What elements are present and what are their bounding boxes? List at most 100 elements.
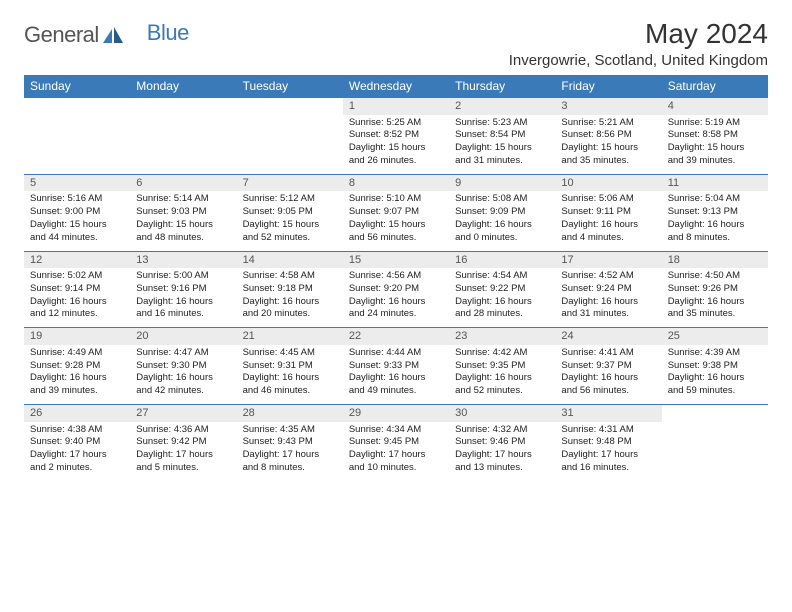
day-info-cell: Sunrise: 4:42 AMSunset: 9:35 PMDaylight:… bbox=[449, 345, 555, 405]
daylight-text-2: and 56 minutes. bbox=[349, 232, 443, 245]
day-info-cell: Sunrise: 5:02 AMSunset: 9:14 PMDaylight:… bbox=[24, 268, 130, 328]
daylight-text-2: and 24 minutes. bbox=[349, 308, 443, 321]
day-number-cell: 19 bbox=[24, 328, 130, 345]
daylight-text-2: and 5 minutes. bbox=[136, 462, 230, 475]
day-info-cell bbox=[24, 115, 130, 175]
sunrise-text: Sunrise: 5:23 AM bbox=[455, 117, 549, 130]
day-info-row: Sunrise: 5:16 AMSunset: 9:00 PMDaylight:… bbox=[24, 191, 768, 251]
day-number-cell: 3 bbox=[555, 98, 661, 115]
daylight-text-2: and 10 minutes. bbox=[349, 462, 443, 475]
sunrise-text: Sunrise: 4:34 AM bbox=[349, 424, 443, 437]
daylight-text-2: and 13 minutes. bbox=[455, 462, 549, 475]
day-number-cell: 23 bbox=[449, 328, 555, 345]
sunrise-text: Sunrise: 5:21 AM bbox=[561, 117, 655, 130]
daylight-text-1: Daylight: 15 hours bbox=[349, 142, 443, 155]
daylight-text-1: Daylight: 16 hours bbox=[30, 372, 124, 385]
daylight-text-1: Daylight: 16 hours bbox=[561, 296, 655, 309]
day-number-row: 262728293031 bbox=[24, 405, 768, 422]
daylight-text-2: and 8 minutes. bbox=[668, 232, 762, 245]
daylight-text-2: and 28 minutes. bbox=[455, 308, 549, 321]
sunset-text: Sunset: 9:07 PM bbox=[349, 206, 443, 219]
day-number-cell: 15 bbox=[343, 251, 449, 268]
daylight-text-2: and 49 minutes. bbox=[349, 385, 443, 398]
daylight-text-1: Daylight: 16 hours bbox=[668, 296, 762, 309]
daylight-text-2: and 42 minutes. bbox=[136, 385, 230, 398]
day-info-cell: Sunrise: 4:49 AMSunset: 9:28 PMDaylight:… bbox=[24, 345, 130, 405]
logo-sail-icon bbox=[103, 27, 123, 43]
sunset-text: Sunset: 9:38 PM bbox=[668, 360, 762, 373]
sunrise-text: Sunrise: 5:04 AM bbox=[668, 193, 762, 206]
daylight-text-2: and 44 minutes. bbox=[30, 232, 124, 245]
daylight-text-1: Daylight: 15 hours bbox=[561, 142, 655, 155]
day-number-cell: 18 bbox=[662, 251, 768, 268]
sunset-text: Sunset: 8:58 PM bbox=[668, 129, 762, 142]
daylight-text-1: Daylight: 16 hours bbox=[30, 296, 124, 309]
daylight-text-2: and 16 minutes. bbox=[136, 308, 230, 321]
sunrise-text: Sunrise: 4:36 AM bbox=[136, 424, 230, 437]
sunrise-text: Sunrise: 4:45 AM bbox=[243, 347, 337, 360]
day-number-cell: 25 bbox=[662, 328, 768, 345]
sunrise-text: Sunrise: 4:52 AM bbox=[561, 270, 655, 283]
daylight-text-2: and 12 minutes. bbox=[30, 308, 124, 321]
day-info-cell: Sunrise: 5:21 AMSunset: 8:56 PMDaylight:… bbox=[555, 115, 661, 175]
sunset-text: Sunset: 8:56 PM bbox=[561, 129, 655, 142]
sunset-text: Sunset: 8:54 PM bbox=[455, 129, 549, 142]
day-info-cell: Sunrise: 4:44 AMSunset: 9:33 PMDaylight:… bbox=[343, 345, 449, 405]
day-number-cell: 28 bbox=[237, 405, 343, 422]
day-info-cell: Sunrise: 5:16 AMSunset: 9:00 PMDaylight:… bbox=[24, 191, 130, 251]
sunset-text: Sunset: 9:11 PM bbox=[561, 206, 655, 219]
sunrise-text: Sunrise: 4:38 AM bbox=[30, 424, 124, 437]
day-number-cell: 29 bbox=[343, 405, 449, 422]
day-info-cell: Sunrise: 4:36 AMSunset: 9:42 PMDaylight:… bbox=[130, 422, 236, 481]
day-number-cell: 5 bbox=[24, 174, 130, 191]
sunset-text: Sunset: 9:43 PM bbox=[243, 436, 337, 449]
day-info-cell: Sunrise: 4:31 AMSunset: 9:48 PMDaylight:… bbox=[555, 422, 661, 481]
day-info-cell: Sunrise: 5:23 AMSunset: 8:54 PMDaylight:… bbox=[449, 115, 555, 175]
daylight-text-1: Daylight: 16 hours bbox=[243, 372, 337, 385]
day-number-cell: 11 bbox=[662, 174, 768, 191]
sunrise-text: Sunrise: 4:41 AM bbox=[561, 347, 655, 360]
day-number-cell: 22 bbox=[343, 328, 449, 345]
sunrise-text: Sunrise: 4:49 AM bbox=[30, 347, 124, 360]
daylight-text-1: Daylight: 16 hours bbox=[561, 372, 655, 385]
daylight-text-1: Daylight: 16 hours bbox=[349, 296, 443, 309]
daylight-text-2: and 31 minutes. bbox=[455, 155, 549, 168]
day-info-cell bbox=[130, 115, 236, 175]
sunrise-text: Sunrise: 4:56 AM bbox=[349, 270, 443, 283]
day-header: Monday bbox=[130, 75, 236, 98]
daylight-text-2: and 56 minutes. bbox=[561, 385, 655, 398]
day-header: Sunday bbox=[24, 75, 130, 98]
daylight-text-1: Daylight: 15 hours bbox=[349, 219, 443, 232]
daylight-text-2: and 4 minutes. bbox=[561, 232, 655, 245]
sunset-text: Sunset: 9:03 PM bbox=[136, 206, 230, 219]
daylight-text-1: Daylight: 17 hours bbox=[136, 449, 230, 462]
logo: General Blue bbox=[24, 22, 189, 48]
sunset-text: Sunset: 9:14 PM bbox=[30, 283, 124, 296]
day-info-cell: Sunrise: 5:10 AMSunset: 9:07 PMDaylight:… bbox=[343, 191, 449, 251]
day-info-cell: Sunrise: 5:12 AMSunset: 9:05 PMDaylight:… bbox=[237, 191, 343, 251]
sunrise-text: Sunrise: 5:25 AM bbox=[349, 117, 443, 130]
daylight-text-1: Daylight: 17 hours bbox=[455, 449, 549, 462]
day-info-cell: Sunrise: 4:32 AMSunset: 9:46 PMDaylight:… bbox=[449, 422, 555, 481]
sunrise-text: Sunrise: 5:08 AM bbox=[455, 193, 549, 206]
sunrise-text: Sunrise: 5:14 AM bbox=[136, 193, 230, 206]
daylight-text-2: and 48 minutes. bbox=[136, 232, 230, 245]
daylight-text-1: Daylight: 17 hours bbox=[349, 449, 443, 462]
day-number-cell: 12 bbox=[24, 251, 130, 268]
sunset-text: Sunset: 9:33 PM bbox=[349, 360, 443, 373]
sunset-text: Sunset: 9:46 PM bbox=[455, 436, 549, 449]
day-number-cell: 17 bbox=[555, 251, 661, 268]
day-number-cell: 2 bbox=[449, 98, 555, 115]
day-info-cell: Sunrise: 4:34 AMSunset: 9:45 PMDaylight:… bbox=[343, 422, 449, 481]
calendar-page: General Blue May 2024 Invergowrie, Scotl… bbox=[0, 0, 792, 499]
daylight-text-2: and 46 minutes. bbox=[243, 385, 337, 398]
sunset-text: Sunset: 9:18 PM bbox=[243, 283, 337, 296]
daylight-text-1: Daylight: 16 hours bbox=[136, 296, 230, 309]
calendar-body: 1234Sunrise: 5:25 AMSunset: 8:52 PMDayli… bbox=[24, 98, 768, 481]
day-number-cell: 26 bbox=[24, 405, 130, 422]
sunset-text: Sunset: 9:20 PM bbox=[349, 283, 443, 296]
daylight-text-2: and 8 minutes. bbox=[243, 462, 337, 475]
day-header: Thursday bbox=[449, 75, 555, 98]
daylight-text-1: Daylight: 15 hours bbox=[455, 142, 549, 155]
day-number-cell: 9 bbox=[449, 174, 555, 191]
